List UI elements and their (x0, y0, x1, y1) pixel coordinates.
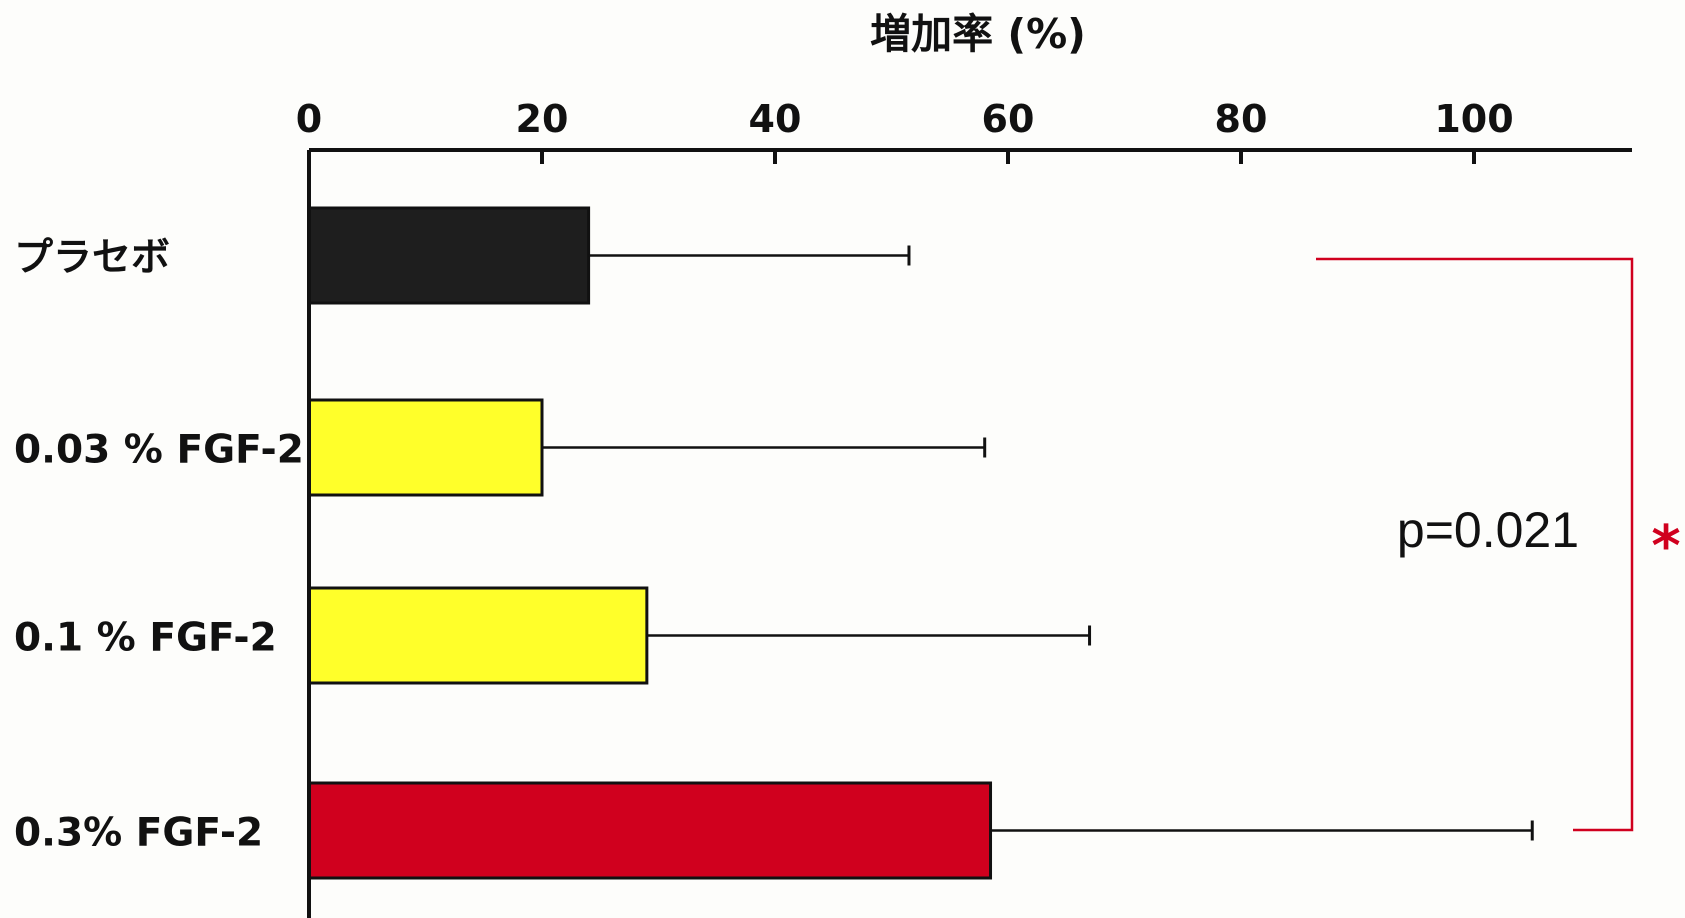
axes-group (307, 148, 1632, 918)
x-tick-label: 80 (1215, 97, 1268, 141)
bar (307, 781, 993, 880)
bar (307, 586, 649, 685)
x-tick-label: 100 (1434, 97, 1513, 141)
category-label: プラセボ (14, 236, 170, 281)
category-label: 0.03 % FGF-2 (14, 428, 304, 473)
x-axis-ticks: 0 20 40 60 80 100 (296, 97, 1514, 164)
category-label: 0.1 % FGF-2 (14, 616, 277, 661)
x-tick-label: 40 (749, 97, 802, 141)
bars-group (307, 206, 993, 880)
category-labels: プラセボ 0.03 % FGF-2 0.1 % FGF-2 0.3% FGF-2 (14, 236, 304, 856)
x-tick-label: 60 (982, 97, 1035, 141)
x-axis-title: 増加率 (%) (870, 10, 1086, 58)
category-label: 0.3% FGF-2 (14, 811, 263, 856)
error-bars-group (542, 245, 1534, 841)
bar (307, 206, 591, 305)
p-value-label: p=0.021 (1397, 502, 1579, 558)
significance-annotation: p=0.021 * (1316, 257, 1681, 832)
significance-bracket (1316, 257, 1634, 832)
x-tick-label: 0 (296, 97, 322, 141)
x-tick-label: 20 (516, 97, 569, 141)
bar (307, 398, 544, 497)
significance-star: * (1651, 514, 1680, 579)
